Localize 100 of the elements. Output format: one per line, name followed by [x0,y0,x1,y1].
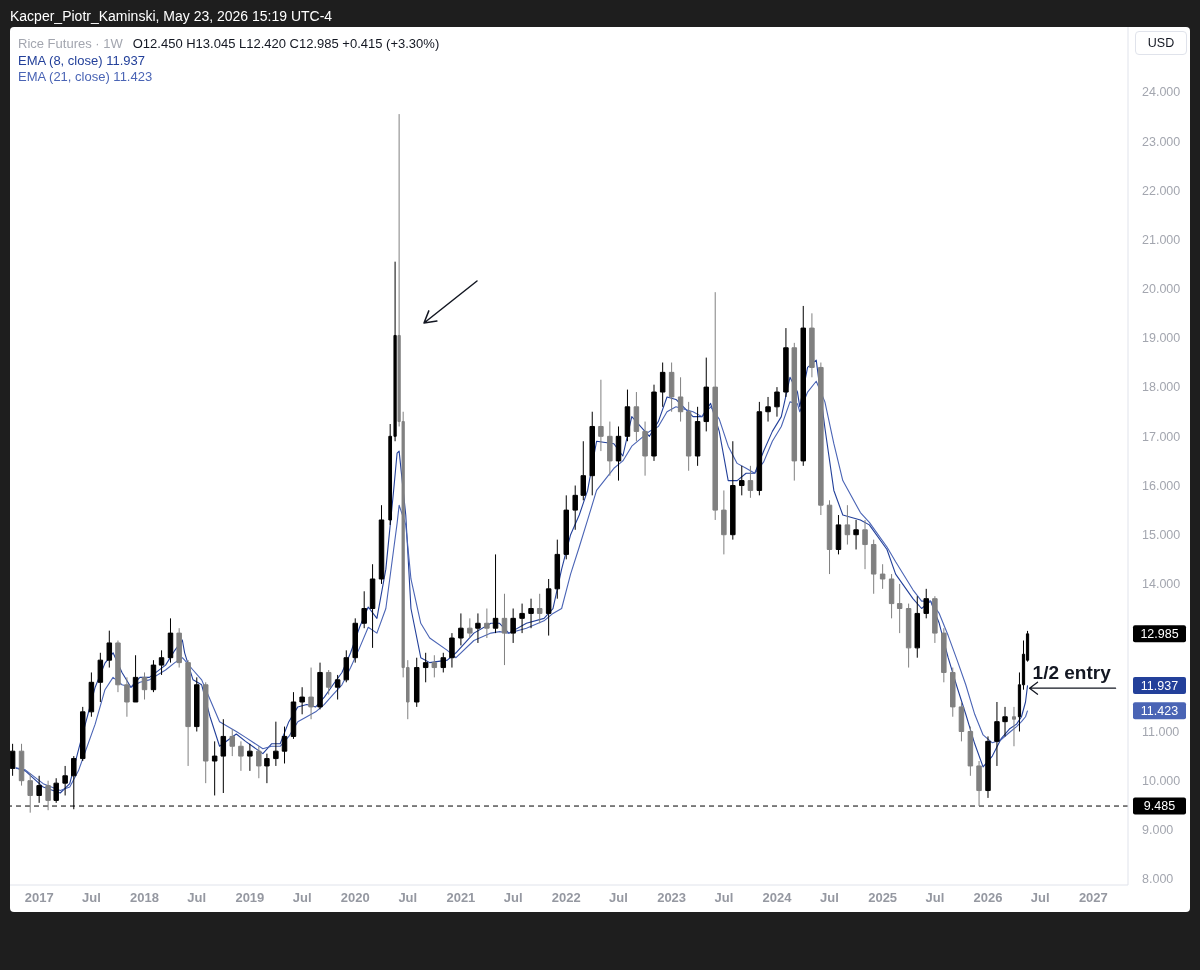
candlestick [994,701,1000,767]
y-tick-label: 14.000 [1142,577,1181,592]
candlestick [528,598,534,629]
candlestick [519,603,525,634]
candlestick [10,743,16,777]
candlestick [458,612,464,646]
candlestick [53,777,59,804]
x-tick-label: Jul [609,890,628,906]
candlestick [88,671,95,718]
candlestick [256,745,262,779]
y-tick-label: 11.937 [1140,678,1179,693]
candlestick [712,291,718,521]
candlestick [202,681,209,784]
text: Rice Futures · 1W [18,36,123,51]
candlestick [633,391,640,442]
candlestick [905,603,912,669]
x-tick-label: Jul [187,890,207,906]
candlestick [158,649,165,676]
candlestick [536,593,543,624]
x-tick-label: 2017 [24,890,54,906]
candlestick [36,775,42,804]
x-tick-label: 2027 [1078,890,1108,906]
candlestick [835,514,842,555]
text: EMA (8, close) 11.937 [18,52,145,68]
candlestick [563,494,570,560]
x-tick-label: Jul [925,890,945,906]
x-tick-label: 2021 [446,890,476,906]
candlestick [739,465,745,496]
y-axis-title: USD [1147,36,1175,50]
candlestick [853,519,859,550]
y-tick-label: 20.000 [1142,282,1181,297]
candlestick [440,652,447,673]
candlestick [800,305,806,467]
candlestick [607,421,613,477]
y-tick-label: 22.000 [1142,183,1181,198]
candlestick [194,676,200,732]
candlestick [1002,706,1008,737]
text: EMA (21, close) 11.423 [18,69,153,84]
y-tick-label: 12.985 [1140,627,1179,642]
candlestick [765,396,771,423]
candlestick [870,539,877,595]
candlestick [413,657,420,708]
x-tick-label: Jul [714,890,734,906]
y-tick-label: 24.000 [1142,85,1181,100]
x-tick-label: 2023 [657,890,687,906]
candlestick [361,590,367,629]
y-tick-label: 11.423 [1140,704,1179,719]
candlestick [467,617,473,639]
candlestick [501,593,508,666]
candlestick [896,583,903,634]
annotation: 1/2 entry [1032,662,1112,684]
y-tick-label: 17.000 [1142,429,1181,444]
candlestick [132,654,139,703]
x-tick-label: Jul [1030,890,1050,906]
y-tick-label: 10.000 [1142,774,1181,789]
candlestick [545,578,552,637]
candlestick [615,425,622,482]
candlestick [677,376,684,423]
candlestick [185,659,191,767]
y-tick-label: 15.000 [1142,528,1181,543]
candlestick [369,563,376,649]
candlestick [290,691,297,740]
candlestick [18,743,25,787]
candlestick [150,659,157,693]
candlestick [685,401,692,472]
candlestick [97,652,104,703]
candlestick [141,671,148,701]
candlestick [273,721,279,767]
candlestick [844,504,851,546]
candlestick [124,676,130,718]
candlestick [264,753,270,784]
candlestick [378,504,385,585]
candlestick [721,489,727,555]
y-tick-label: 11.000 [1142,724,1180,739]
candlestick [818,362,824,516]
candlestick [958,701,965,742]
candlestick [809,312,815,378]
candlestick [950,667,956,718]
candlestick [475,612,481,644]
ref-line-label: 9.485 [1143,799,1176,814]
x-tick-label: 2018 [130,890,159,906]
candlestick [642,421,648,477]
x-tick-label: Jul [503,890,523,906]
candlestick [791,342,798,482]
candlestick [976,760,982,807]
candlestick [27,772,33,814]
x-tick-label: 2020 [340,890,370,906]
candlestick [651,384,657,462]
candlestick [756,401,763,496]
candlestick [449,632,455,669]
candlestick [580,440,587,501]
candlestick [659,362,666,408]
y-tick-label: 23.000 [1142,134,1181,149]
candlestick [668,362,675,413]
candlestick [985,735,991,799]
x-tick-label: 2026 [973,890,1003,906]
candlestick [554,539,561,600]
x-tick-label: Jul [398,890,418,906]
candlestick [352,617,358,664]
candlestick [774,386,780,418]
